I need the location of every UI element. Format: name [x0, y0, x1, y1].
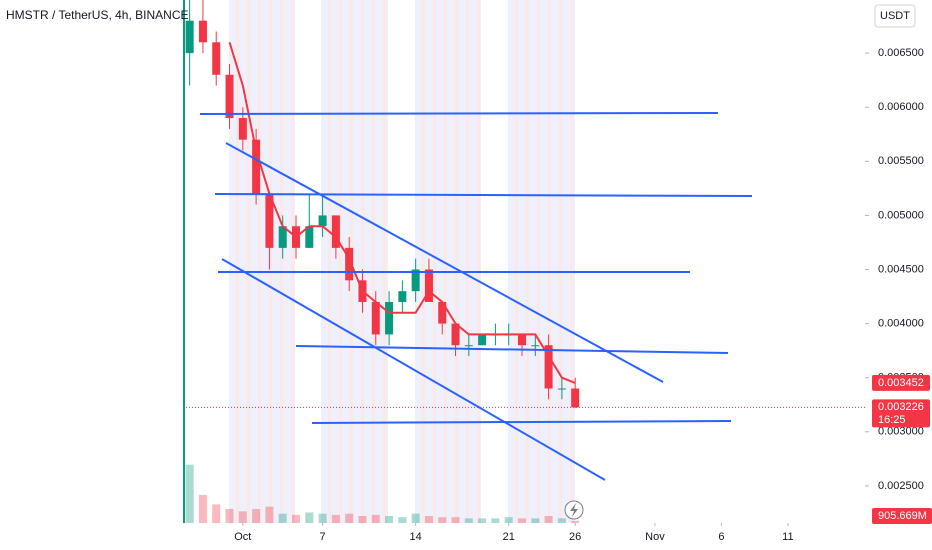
volume-bar — [398, 517, 407, 523]
lightning-glyph — [570, 503, 578, 517]
volume-bar — [331, 514, 340, 523]
y-tick-label: 0.005000 — [878, 209, 924, 221]
volume-bar — [265, 506, 274, 523]
volume-bar — [571, 520, 580, 523]
volume-bar — [385, 516, 394, 523]
x-tick-label: Oct — [234, 531, 251, 543]
y-tick-label: 0.004000 — [878, 318, 924, 330]
currency-box[interactable] — [874, 4, 916, 28]
candle-body — [252, 139, 261, 194]
candle-body — [225, 74, 234, 119]
y-tick-label: 0.004500 — [878, 263, 924, 275]
x-tick-label: 6 — [718, 531, 724, 543]
volume-bar — [518, 518, 527, 523]
volume-bar — [318, 513, 327, 523]
price-label-box — [872, 374, 930, 391]
x-tick-label: Nov — [645, 531, 665, 543]
candle-body — [185, 20, 194, 54]
price-label: 0.003226 — [878, 401, 924, 413]
volume-label-box — [872, 508, 932, 524]
candle-body — [544, 345, 553, 389]
x-tick-label: 26 — [569, 531, 581, 543]
marks — [183, 0, 865, 523]
candle-body — [464, 345, 473, 347]
candle-body — [305, 226, 314, 248]
candle-body — [238, 118, 247, 140]
volume-bar — [478, 518, 487, 523]
volume-bar — [451, 517, 460, 523]
volume-bar — [544, 516, 553, 523]
x-tick-label: 11 — [782, 531, 793, 543]
candle-body — [571, 388, 580, 408]
volume-bar — [185, 464, 194, 523]
candle-body — [212, 42, 221, 75]
candle-body — [411, 269, 420, 292]
candle-body — [531, 345, 540, 347]
candle-body — [398, 291, 407, 302]
candle-body — [371, 301, 380, 335]
y-tick-label: 0.005500 — [878, 155, 924, 167]
volume-bar — [557, 518, 566, 523]
volume-bar — [238, 511, 247, 523]
candle-body — [318, 215, 327, 227]
candle-body — [557, 388, 566, 390]
time-axis-bg — [0, 523, 865, 550]
volume-bar — [371, 514, 380, 523]
price-label: 0.003452 — [878, 377, 924, 389]
volume-bar — [292, 514, 301, 523]
chart-title: HMSTR / TetherUS, 4h, BINANCE — [6, 8, 189, 22]
x-tick-label: 14 — [410, 531, 422, 543]
volume-bar — [531, 518, 540, 523]
axis-labels: 0.0025000.0030000.0035000.0040000.004500… — [234, 47, 932, 543]
y-tick-label: 0.002500 — [878, 480, 924, 492]
volume-bar — [345, 513, 354, 523]
countdown: 16:25 — [878, 414, 906, 426]
session-bands — [229, 0, 575, 523]
y-tick-label: 0.006500 — [878, 47, 924, 59]
candle-body — [265, 193, 274, 248]
volume-bar — [411, 513, 420, 523]
volume-bar — [252, 509, 261, 523]
candle-body — [451, 323, 460, 346]
candle-body — [518, 334, 527, 346]
volume-bar — [438, 517, 447, 523]
volume-bar — [424, 516, 433, 523]
y-tick-label: 0.006000 — [878, 101, 924, 113]
candle-body — [478, 334, 487, 346]
price-label-box — [872, 399, 930, 428]
volume-bar — [305, 512, 314, 523]
volume-bar — [212, 504, 221, 523]
candle-body — [198, 20, 207, 43]
candle-body — [385, 301, 394, 335]
moving-average — [228, 42, 576, 384]
x-tick-label: 7 — [320, 531, 326, 543]
y-tick-label: 0.003000 — [878, 426, 924, 438]
trend-lines — [199, 112, 753, 481]
volume-bar — [198, 495, 207, 523]
candle-body — [438, 301, 447, 324]
x-tick-label: 21 — [503, 531, 515, 543]
currency: USDT — [880, 10, 910, 22]
volume-label: 905.669M — [878, 510, 927, 522]
candle-body — [331, 215, 340, 248]
candle-body — [345, 247, 354, 281]
volume-bar — [358, 516, 367, 523]
volume-bar — [491, 518, 500, 523]
candle-body — [278, 226, 287, 248]
volume-bar — [464, 518, 473, 523]
volume-bar — [504, 517, 513, 523]
volume-bar — [225, 509, 234, 523]
price-axis-bg — [865, 0, 932, 550]
candle-body — [424, 269, 433, 302]
volume-bar — [278, 513, 287, 523]
